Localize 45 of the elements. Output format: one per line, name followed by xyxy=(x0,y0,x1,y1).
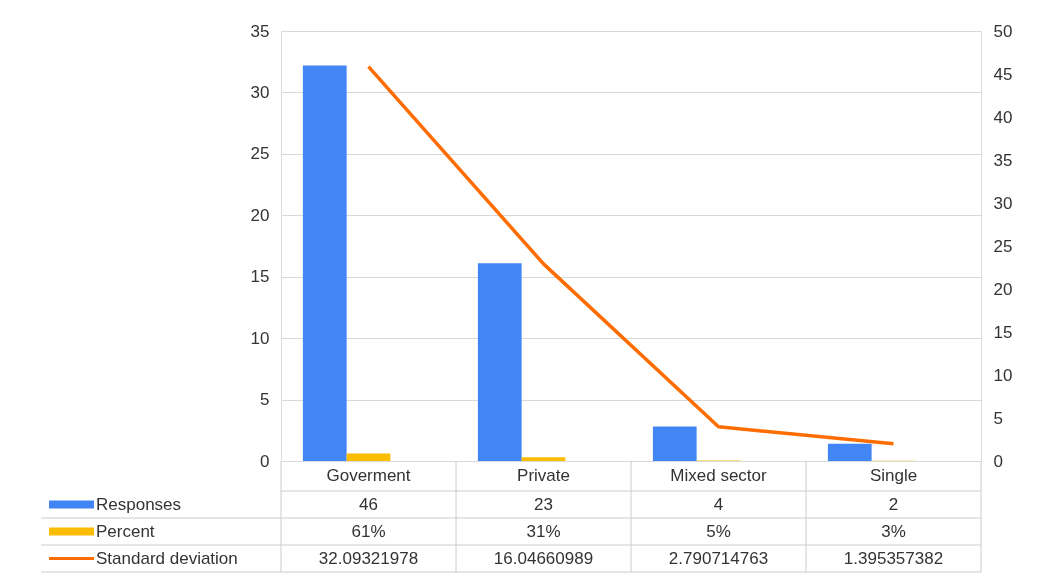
bar xyxy=(346,453,391,461)
y2-tick-label: 50 xyxy=(993,21,1013,41)
y2-tick-label: 15 xyxy=(993,322,1013,342)
data-label: 4 xyxy=(713,494,724,514)
y2-tick-label: 10 xyxy=(993,365,1013,385)
legend-label: Responses xyxy=(96,494,182,514)
y2-tick-label: 40 xyxy=(993,107,1013,127)
y2-tick-label: 5 xyxy=(993,408,1003,428)
x-tick-label: Goverment xyxy=(326,465,411,485)
y-tick-label: 35 xyxy=(250,21,270,41)
x-tick-label: Mixed sector xyxy=(670,465,768,485)
legend-label: Standard deviation xyxy=(96,548,238,568)
y-tick-label: 25 xyxy=(250,144,270,164)
y-tick-label: 5 xyxy=(260,390,270,410)
data-label: 61% xyxy=(351,521,386,541)
data-label: 3% xyxy=(881,521,906,541)
data-label: 1.395357382 xyxy=(843,548,944,568)
data-label: 16.04660989 xyxy=(493,548,594,568)
data-label: 2.790714763 xyxy=(668,548,769,568)
y2-tick-label: 20 xyxy=(993,279,1013,299)
y-tick-label: 10 xyxy=(250,328,270,348)
data-label: 46 xyxy=(359,494,378,514)
y-tick-label: 15 xyxy=(250,267,270,287)
y2-tick-label: 25 xyxy=(993,236,1013,256)
data-label: 5% xyxy=(706,521,731,541)
x-tick-label: Single xyxy=(869,465,918,485)
data-label: 32.09321978 xyxy=(318,548,419,568)
legend-label: Percent xyxy=(96,521,155,541)
bar xyxy=(477,263,522,461)
bar xyxy=(521,457,566,461)
y2-tick-label: 30 xyxy=(993,193,1013,213)
x-tick-label: Private xyxy=(517,465,570,485)
y2-tick-label: 35 xyxy=(993,150,1013,170)
y-tick-label: 0 xyxy=(260,451,270,471)
y2-tick-label: 45 xyxy=(993,64,1013,84)
line-series xyxy=(366,64,896,446)
y-tick-label: 20 xyxy=(250,205,270,225)
bar xyxy=(302,65,347,461)
data-label: 31% xyxy=(526,521,561,541)
data-label: 23 xyxy=(534,494,553,514)
data-label: 2 xyxy=(888,494,899,514)
bar xyxy=(652,426,697,461)
y2-tick-label: 0 xyxy=(993,451,1003,471)
y-tick-label: 30 xyxy=(250,82,270,102)
bar xyxy=(827,443,872,461)
